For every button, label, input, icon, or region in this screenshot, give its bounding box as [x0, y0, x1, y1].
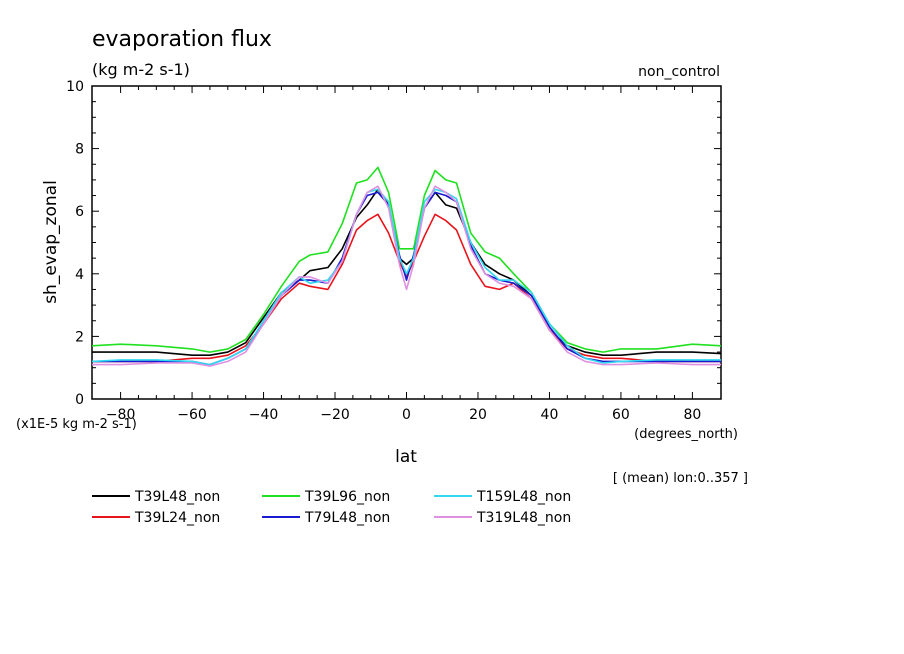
series-line-t319l48-non	[92, 185, 721, 367]
x-tick-label: −60	[177, 407, 207, 423]
y-tick-label: 4	[75, 267, 84, 283]
chart-units: (kg m-2 s-1)	[92, 60, 190, 79]
axis-ticks: −80 −60 −40 −20 0 20 40 60 80 0 2 4 6 8 10	[66, 79, 721, 423]
legend-label: T79L48_non	[304, 510, 390, 526]
y-tick-label: 2	[75, 329, 84, 345]
x-tick-label: 20	[469, 407, 487, 423]
legend-label: T159L48_non	[476, 489, 571, 505]
legend: T39L48_non T39L24_non T39L96_non T79L48_non…	[92, 489, 571, 526]
y-scale-note: (x1E-5 kg m-2 s-1)	[16, 417, 137, 432]
y-tick-label: 6	[75, 204, 84, 220]
x-tick-label: 40	[541, 407, 559, 423]
legend-label: T39L48_non	[134, 489, 220, 505]
x-tick-label: 80	[683, 407, 701, 423]
legend-label: T39L24_non	[134, 510, 220, 526]
x-tick-label: 0	[402, 407, 411, 423]
data-series	[91, 166, 722, 367]
y-tick-label: 0	[75, 392, 84, 408]
legend-label: T39L96_non	[304, 489, 390, 505]
y-axis-label: sh_evap_zonal	[41, 180, 61, 304]
x-axis-label: lat	[395, 447, 417, 467]
y-tick-label: 8	[75, 142, 84, 158]
x-tick-label: −80	[106, 407, 136, 423]
series-line-t39l96-non	[91, 166, 722, 353]
y-tick-label: 10	[66, 79, 84, 95]
legend-label: T319L48_non	[476, 510, 571, 526]
x-tick-label: −20	[320, 407, 350, 423]
chart-title: evaporation flux	[92, 27, 272, 52]
x-tick-label: −40	[249, 407, 279, 423]
mean-note: [ (mean) lon:0..357 ]	[613, 471, 748, 486]
x-axis-units: (degrees_north)	[634, 427, 738, 442]
experiment-label: non_control	[638, 64, 720, 80]
x-tick-label: 60	[612, 407, 630, 423]
series-line-t159l48-non	[91, 188, 721, 366]
series-line-t79l48-non	[92, 191, 721, 366]
plot-frame	[91, 85, 722, 400]
